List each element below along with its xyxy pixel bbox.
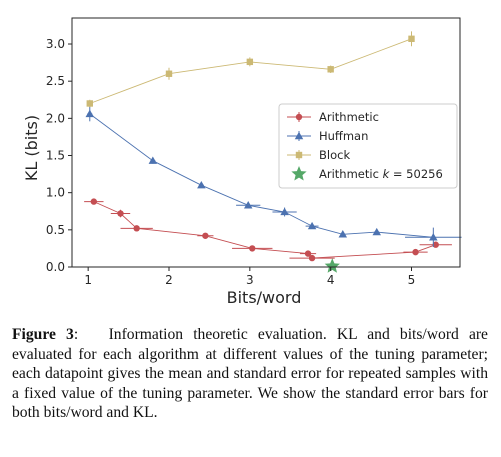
- legend-label-italic: k: [383, 167, 391, 181]
- legend-marker: [295, 151, 303, 159]
- data-point: [85, 109, 95, 118]
- data-point: [197, 180, 206, 189]
- data-point: [280, 207, 289, 216]
- data-point: [338, 230, 348, 238]
- y-tick-label: 2.0: [46, 111, 65, 125]
- data-point: [86, 100, 93, 107]
- legend: Arithmetic Huffman Block Arithmetic k = 502…: [278, 103, 458, 189]
- legend-item: Huffman: [287, 129, 368, 143]
- y-tick-label: 3.0: [46, 37, 65, 51]
- y-axis-label: KL (bits): [22, 115, 41, 181]
- legend-label-main: Block: [319, 148, 350, 162]
- data-point: [249, 245, 256, 252]
- axes: 1 2 3 4 5 0.0 0.5 1.0 1.5 2.0 2.5 3.0: [46, 17, 461, 287]
- data-point: [117, 210, 124, 217]
- legend-item: Block: [287, 148, 350, 162]
- legend-label-main: Huffman: [319, 129, 368, 143]
- kl-vs-bitsword-chart: 1 2 3 4 5 0.0 0.5 1.0 1.5 2.0 2.5 3.0 Bits/word KL …: [22, 17, 462, 307]
- legend-label: Block: [319, 148, 350, 162]
- x-tick-label: 3: [246, 273, 254, 287]
- data-point: [429, 233, 438, 241]
- legend-label: Arithmetic k = 50256: [319, 167, 443, 181]
- caption-label: Figure 3: [12, 326, 74, 343]
- y-tick-label: 2.5: [46, 74, 65, 88]
- data-point: [304, 250, 312, 257]
- y-tick-label: 0.0: [46, 260, 65, 274]
- caption-label-suffix: :: [73, 326, 79, 343]
- series-1: [85, 106, 462, 247]
- figure-caption: Figure 3: Information theoretic evaluati…: [12, 325, 488, 423]
- series-2: [86, 31, 415, 108]
- y-tick-label: 1.0: [46, 186, 65, 200]
- data-point: [327, 66, 334, 73]
- legend-label: Huffman: [319, 129, 368, 143]
- data-point: [412, 248, 419, 256]
- x-tick-label: 4: [327, 273, 335, 287]
- series-line: [93, 201, 436, 259]
- data-point: [133, 225, 140, 232]
- plot-area: [84, 31, 462, 273]
- series-3: [324, 258, 340, 273]
- legend-label-main: Arithmetic: [319, 110, 379, 124]
- legend-label-suffix: = 50256: [389, 167, 443, 181]
- data-point: [243, 201, 253, 209]
- data-point: [307, 221, 317, 230]
- data-point: [432, 241, 439, 248]
- data-point: [372, 227, 381, 236]
- data-point: [308, 254, 316, 262]
- caption-text: Information theoretic evaluation. KL and…: [12, 326, 488, 422]
- legend-marker: [295, 113, 303, 121]
- x-tick-label: 5: [408, 273, 416, 287]
- data-point: [246, 58, 254, 66]
- x-tick-label: 1: [84, 273, 92, 287]
- data-point: [165, 70, 173, 77]
- legend-item: Arithmetic: [287, 110, 379, 124]
- data-point: [408, 35, 415, 43]
- x-tick-label: 2: [165, 273, 173, 287]
- legend-box: [278, 103, 458, 189]
- series-line: [89, 38, 412, 104]
- legend-label: Arithmetic: [319, 110, 379, 124]
- series-0: [84, 198, 452, 262]
- y-tick-label: 0.5: [46, 223, 65, 237]
- data-point: [90, 198, 98, 205]
- legend-label-main: Arithmetic: [319, 167, 383, 181]
- data-point: [148, 156, 158, 164]
- legend-item: Arithmetic k = 50256: [291, 166, 443, 181]
- legend-marker: [294, 131, 304, 140]
- plot-frame: [71, 17, 461, 268]
- data-point: [324, 258, 340, 273]
- x-axis-label: Bits/word: [227, 288, 302, 307]
- y-tick-label: 1.5: [46, 149, 65, 163]
- data-point: [202, 232, 209, 239]
- legend-marker: [291, 166, 307, 181]
